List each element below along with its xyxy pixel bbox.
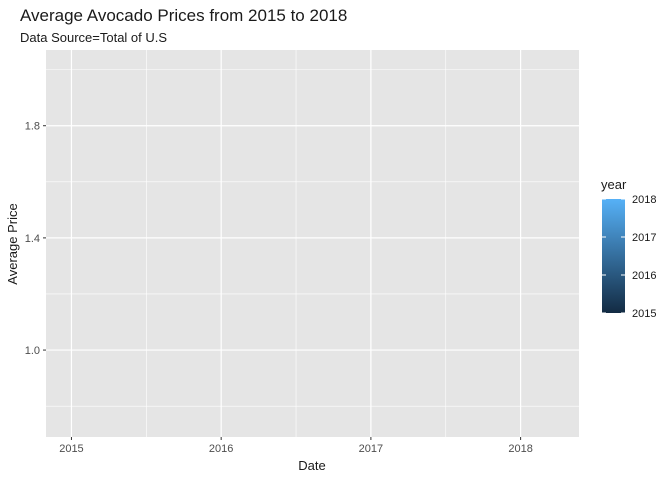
grid-major — [46, 50, 579, 437]
grid-minor — [46, 50, 579, 437]
y-tick-label: 1.4 — [25, 233, 40, 245]
legend-label: 2016 — [632, 270, 656, 282]
legend: year 2018 2017 2016 2015 — [601, 177, 656, 320]
x-tick-label: 2017 — [359, 443, 383, 455]
y-tick-label: 1.0 — [25, 345, 40, 357]
chart-subtitle: Data Source=Total of U.S — [20, 30, 167, 45]
legend-ticks: 2018 2017 2016 2015 — [602, 194, 656, 320]
legend-label: 2015 — [632, 308, 656, 320]
x-tick-label: 2016 — [209, 443, 233, 455]
x-axis: 2015 2016 2017 2018 — [59, 437, 533, 455]
legend-label: 2017 — [632, 232, 656, 244]
y-axis-label: Average Price — [5, 203, 20, 284]
x-tick-label: 2018 — [508, 443, 532, 455]
legend-colorbar — [602, 199, 625, 313]
chart-title: Average Avocado Prices from 2015 to 2018 — [20, 6, 347, 25]
x-tick-label: 2015 — [59, 443, 83, 455]
legend-title: year — [601, 177, 627, 192]
y-axis: 1.0 1.4 1.8 — [25, 121, 46, 357]
legend-label: 2018 — [632, 194, 656, 206]
x-axis-label: Date — [298, 458, 325, 473]
plot-panel — [46, 50, 579, 437]
y-tick-label: 1.8 — [25, 121, 40, 133]
